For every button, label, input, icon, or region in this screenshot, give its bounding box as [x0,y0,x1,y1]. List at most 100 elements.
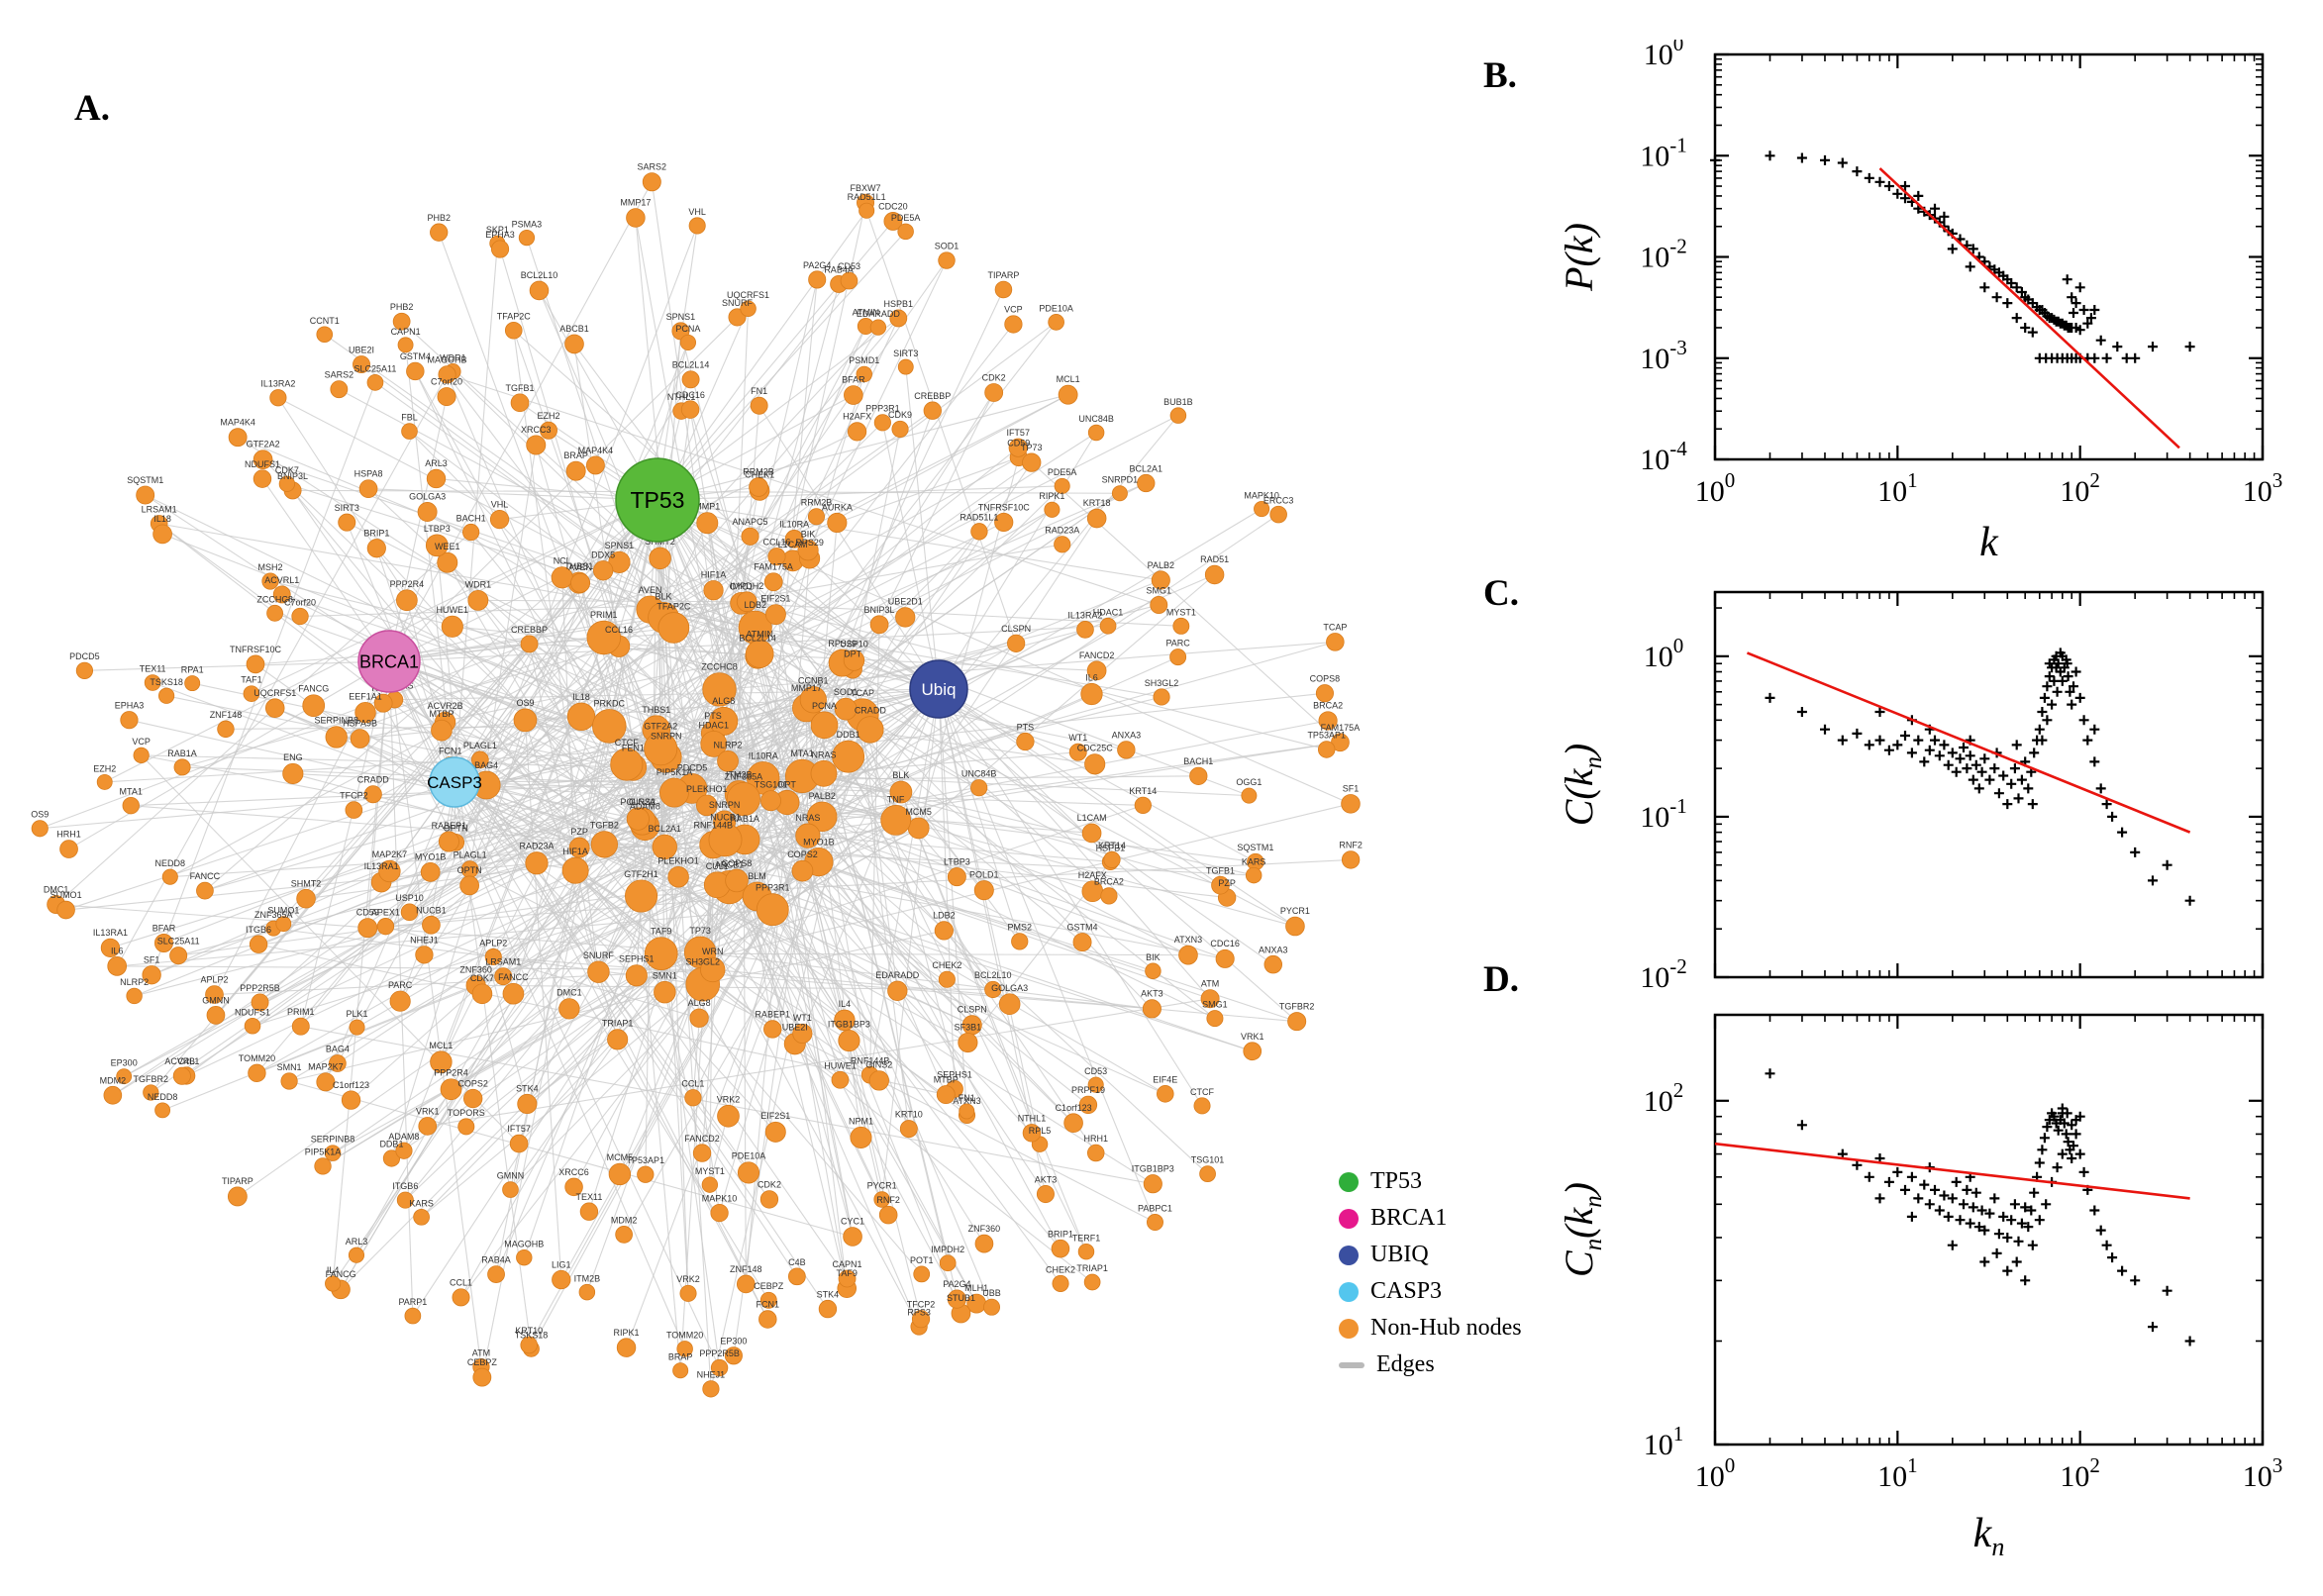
network-node [457,1118,475,1136]
network-node [702,1380,720,1398]
network-node [1153,688,1170,706]
network-node-label: CRADD [357,775,390,785]
network-node [510,393,530,413]
network-node [266,604,284,622]
network-node-label: TFAP2C [656,602,691,612]
network-panel: NTHL1 SNURF CDC16 VRK1 TCAP SMG1 PLAGL1 ZCCHC8 L… [31,162,1363,1398]
network-node-label: GSTM4 [1067,922,1098,932]
network-node-label: CEBPZ [467,1357,498,1367]
network-node-label: CCL1 [681,1079,704,1089]
network-node-label: SUMO1 [50,890,82,900]
network-node [593,560,614,581]
network-node [516,1248,533,1266]
network-node-label: RRM2B [801,498,833,508]
network-edge [536,766,634,864]
network-node-label: SF1 [1343,783,1360,793]
network-node-label: PDE10A [732,1151,766,1161]
network-node [1341,794,1361,814]
network-node-label: MAP2K7 [372,849,408,859]
network-node-label: ZNF148 [210,710,243,720]
network-node-label: RPS29 [795,538,824,548]
network-node [107,956,128,976]
network-node [366,374,384,391]
network-edge [454,482,1147,783]
network-node [291,1017,310,1036]
y-tick-label: 100 [1644,40,1684,71]
network-edge [713,590,842,1080]
network-node-label: WT1 [1068,733,1087,743]
network-node-label: EPHA3 [115,701,145,711]
network-node-label: WDR1 [440,352,466,362]
network-node-label: PLEKHO1 [686,784,728,794]
panel-label-d: D. [1483,959,1519,1000]
network-node-label: ZNF365A [254,910,293,920]
network-node-label: C1orf123 [1056,1103,1092,1113]
network-node-label: RNF2 [1339,841,1363,850]
network-node [1100,887,1118,905]
network-edge [406,600,455,783]
network-edge [495,646,620,1275]
network-node [282,762,304,784]
network-node [196,881,214,900]
network-node-label: HIF1A [562,847,588,856]
network-node-label: FANCD2 [684,1134,720,1144]
network-node [764,1121,786,1143]
network-edge [881,422,940,690]
network-edge [385,926,700,1019]
y-axis-label: C(kn) [1557,744,1607,827]
network-node-label: PRPF19 [1071,1085,1105,1095]
network-node-label: MAGOHB [428,355,467,365]
network-node-label: ERCC3 [1263,495,1294,505]
x-tick-label: 100 [1695,468,1736,508]
network-node [350,729,370,748]
network-edge [399,225,698,1002]
network-node-label: CAPN1 [833,1259,862,1269]
network-edge [368,488,658,501]
network-edge [479,758,1154,1185]
network-node-label: PIP5K1A [305,1147,342,1157]
network-node-label: CHEK2 [1046,1264,1075,1274]
network-node-label: ADAM8 [630,801,660,811]
network-edge [938,688,1021,943]
legend-item-non-hub-nodes: Non-Hub nodes [1339,1315,1522,1342]
network-node-label: SMN1 [277,1062,302,1072]
network-node [834,697,858,721]
network-edge [664,720,1329,848]
network-node-label: UQCRFS1 [727,290,769,300]
network-node [970,523,988,541]
x-axis-label: kn [1973,1511,2005,1561]
network-node-label: LTBP3 [944,857,970,867]
network-node [616,1338,637,1357]
network-node-label: ITM2B [574,1273,601,1283]
y-tick-label: 10-1 [1640,133,1687,172]
network-node [807,508,826,526]
network-node [827,512,848,534]
network-node [338,513,356,532]
network-node [938,970,956,988]
network-node-label: DDB1 [379,1140,403,1149]
network-node-label: NCL [554,556,571,566]
network-node-label: VRK2 [676,1274,700,1284]
network-node [438,831,459,852]
network-edge [660,952,1188,956]
network-node [1084,753,1106,775]
network-node-label: EZH2 [93,763,116,773]
network-node-label: FN1 [959,1093,975,1103]
network-node [328,1054,347,1072]
network-node-label: CREBBP [914,391,951,401]
network-node-label: HRH1 [56,830,81,840]
network-node-label: ZCCHC8 [256,594,293,604]
network-node [659,777,689,808]
network-node-label: NRAS [811,749,836,759]
network-node [1058,384,1078,405]
network-node-label: BRCA2 [1313,701,1343,711]
network-edge [869,688,940,1075]
network-node-label: LRSAM1 [142,504,177,514]
network-node [784,530,804,549]
network-node [1287,1012,1307,1032]
network-node [248,1063,266,1082]
network-node [1076,621,1094,639]
network-node [868,1070,889,1091]
network-edge [869,729,1111,862]
network-node [122,796,140,815]
